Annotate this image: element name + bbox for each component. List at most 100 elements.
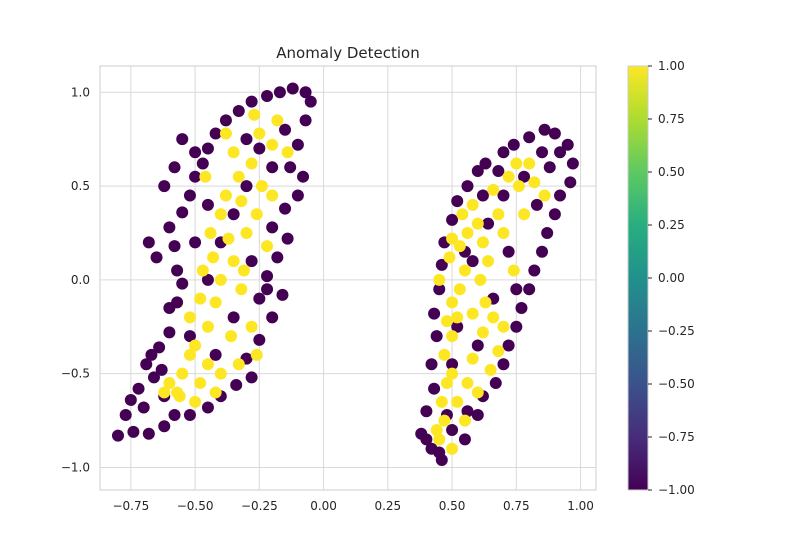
data-point	[446, 358, 459, 371]
anomaly-point	[492, 345, 505, 358]
anomaly-point	[440, 315, 453, 328]
data-point	[502, 245, 515, 258]
anomaly-point	[271, 114, 284, 127]
data-point	[451, 320, 464, 333]
anomaly-point	[158, 386, 171, 399]
anomaly-point	[435, 395, 448, 408]
data-point	[127, 425, 140, 438]
data-point	[261, 283, 274, 296]
x-tick-label: 0.25	[374, 499, 401, 513]
data-point	[201, 198, 214, 211]
data-point	[510, 320, 523, 333]
data-point	[240, 133, 253, 146]
anomaly-point	[189, 395, 202, 408]
data-point	[227, 311, 240, 324]
anomaly-point	[173, 390, 186, 403]
data-point	[561, 138, 574, 151]
data-point	[147, 371, 160, 384]
anomaly-point	[438, 414, 451, 427]
anomaly-point	[474, 273, 487, 286]
anomaly-point	[250, 348, 263, 361]
x-axis-ticks: −0.75 −0.50 −0.25 0.00 0.25 0.50 0.75 1.00	[112, 499, 593, 513]
data-point	[168, 240, 181, 253]
data-point	[261, 270, 274, 283]
data-point	[266, 221, 279, 234]
y-tick-label: 0.5	[71, 179, 90, 193]
anomaly-point	[209, 296, 222, 309]
x-tick-label: 0.50	[439, 499, 466, 513]
y-axis-ticks: −1.0 −0.5 0.0 0.5 1.0	[61, 85, 90, 474]
data-point	[279, 202, 292, 215]
data-point	[163, 221, 176, 234]
anomaly-point	[232, 170, 245, 183]
anomaly-point	[214, 367, 227, 380]
anomaly-point	[476, 236, 489, 249]
data-point	[158, 180, 171, 193]
data-point	[111, 429, 124, 442]
data-point	[554, 189, 567, 202]
data-point	[489, 377, 502, 390]
data-point	[227, 208, 240, 221]
data-point	[466, 255, 479, 268]
data-point	[183, 189, 196, 202]
colorbar-tick-label: −0.75	[658, 430, 695, 444]
data-point	[564, 176, 577, 189]
data-point	[189, 170, 202, 183]
data-point	[176, 277, 189, 290]
data-point	[230, 378, 243, 391]
data-point	[515, 302, 528, 315]
anomaly-point	[453, 240, 466, 253]
anomaly-point	[523, 157, 536, 170]
anomaly-point	[446, 232, 459, 245]
colorbar-ticks: 1.00 0.75 0.50 0.25 0.00 −0.25 −0.50 −0.75 −1.00	[648, 59, 695, 497]
data-point	[286, 82, 299, 95]
colorbar-tick-label: 0.75	[658, 112, 685, 126]
anomaly-point	[497, 226, 510, 239]
data-point	[471, 165, 484, 178]
data-point	[253, 333, 266, 346]
data-point	[189, 236, 202, 249]
anomaly-point	[248, 108, 261, 121]
anomaly-point	[245, 320, 258, 333]
scatter-points	[111, 82, 579, 466]
data-point	[232, 105, 245, 118]
anomaly-point	[440, 377, 453, 390]
data-point	[158, 420, 171, 433]
data-point	[458, 433, 471, 446]
data-point	[219, 114, 232, 127]
data-point	[538, 123, 551, 136]
data-point	[446, 213, 459, 226]
anomaly-point	[446, 367, 459, 380]
anomaly-point	[476, 326, 489, 339]
anomaly-point	[528, 176, 541, 189]
anomaly-point	[261, 240, 274, 253]
anomaly-point	[232, 358, 245, 371]
anomaly-point	[201, 320, 214, 333]
anomaly-point	[471, 386, 484, 399]
data-point	[291, 189, 304, 202]
anomaly-point	[225, 330, 238, 343]
anomaly-point	[510, 157, 523, 170]
data-point	[428, 307, 441, 320]
data-point	[425, 358, 438, 371]
data-point	[482, 217, 495, 230]
anomaly-point	[201, 358, 214, 371]
anomaly-point	[471, 217, 484, 230]
data-point	[153, 341, 166, 354]
data-point	[137, 401, 150, 414]
anomaly-point	[255, 180, 268, 193]
data-point	[548, 208, 561, 221]
anomaly-point	[189, 339, 202, 352]
anomaly-point	[430, 423, 443, 436]
anomaly-point	[487, 311, 500, 324]
anomaly-point	[466, 352, 479, 365]
data-point	[518, 170, 531, 183]
data-point	[245, 371, 258, 384]
data-point	[176, 206, 189, 219]
data-point	[297, 170, 310, 183]
data-point	[183, 408, 196, 421]
anomaly-point	[227, 146, 240, 159]
data-point	[209, 348, 222, 361]
data-point	[492, 165, 505, 178]
data-point	[119, 408, 132, 421]
